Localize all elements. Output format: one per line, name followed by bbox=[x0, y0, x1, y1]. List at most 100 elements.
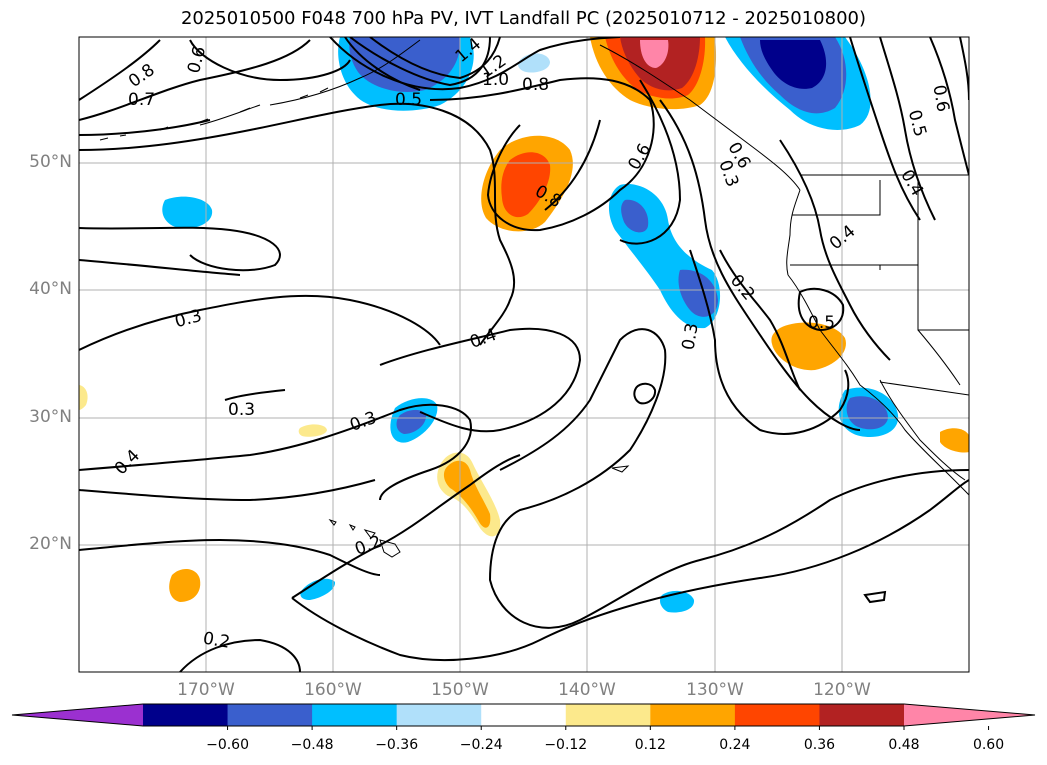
small-island-2 bbox=[863, 590, 887, 604]
neg-anomaly-gulf-alaska-core bbox=[349, 37, 461, 92]
contour-0.3-central bbox=[79, 403, 472, 501]
colorbar-tick-label: −0.12 bbox=[544, 737, 588, 753]
colorbar-tick-label: −0.48 bbox=[290, 737, 334, 753]
colorbar-tick-label: 0.24 bbox=[719, 737, 751, 753]
pos-anomaly-small-2 bbox=[79, 385, 88, 410]
colorbar-tick-label: 0.36 bbox=[803, 737, 836, 753]
contour-label: 0.6 bbox=[928, 83, 952, 113]
contour-0.6-north bbox=[79, 39, 351, 136]
state-border-wa-or bbox=[792, 180, 881, 216]
graticule bbox=[79, 37, 969, 672]
lon-label-120w: 120°W bbox=[813, 680, 871, 700]
contour-label: 0.4 bbox=[826, 221, 860, 254]
neg-anomaly-south-2 bbox=[300, 578, 336, 600]
contour-0.4-east bbox=[689, 249, 850, 435]
map-frame bbox=[78, 36, 970, 673]
contour-0.4-west bbox=[79, 226, 281, 276]
lat-label-40n: 40°N bbox=[29, 279, 72, 299]
colorbar-segment bbox=[734, 704, 820, 726]
lon-label-160w: 160°W bbox=[304, 680, 362, 700]
neg-anomaly-bc-dark bbox=[760, 40, 827, 89]
contour-label: 0.3 bbox=[347, 408, 379, 436]
contour-0.7-bc-east bbox=[959, 37, 969, 101]
lat-label-20n: 20°N bbox=[29, 534, 72, 554]
pos-anomaly-ne-pacific-core bbox=[501, 152, 551, 218]
hawaii-islands bbox=[328, 518, 401, 558]
colorbar-segment bbox=[227, 704, 313, 726]
contour-label: 0.8 bbox=[522, 75, 549, 95]
pv-contours bbox=[79, 37, 969, 672]
us-mexico-border bbox=[879, 381, 969, 396]
colorbar-segment bbox=[312, 704, 398, 726]
contour-label: 0.7 bbox=[128, 90, 155, 110]
lat-label-30n: 30°N bbox=[29, 407, 72, 427]
contour-label: 1.0 bbox=[482, 70, 509, 90]
small-island-1 bbox=[611, 465, 630, 473]
contour-0.2-subtropical bbox=[291, 454, 969, 661]
contour-label: 0.5 bbox=[395, 90, 422, 110]
contour-0.4-south bbox=[79, 479, 376, 502]
colorbar-segment bbox=[481, 704, 567, 726]
pos-anomaly-ak-panhandle-peak bbox=[640, 40, 669, 68]
us-west-coast bbox=[787, 274, 969, 496]
baja-coast bbox=[879, 379, 966, 481]
contour-0.6-bc bbox=[929, 37, 969, 176]
contour-1.0 bbox=[329, 37, 621, 91]
contour-0.2-east bbox=[719, 249, 801, 391]
colorbar-tick-label: −0.36 bbox=[375, 737, 419, 753]
contour-small-ring bbox=[633, 382, 657, 405]
state-border-or-ca bbox=[790, 264, 969, 331]
contour-0.8-mid bbox=[429, 77, 655, 232]
neg-anomaly-west-pacific bbox=[162, 196, 213, 229]
contour-0.5-coast bbox=[797, 287, 845, 332]
contour-0.4-coast bbox=[779, 139, 891, 361]
contour-1.4 bbox=[349, 37, 491, 87]
contour-label: 0.2 bbox=[352, 532, 384, 560]
contour-label: 0.5 bbox=[808, 313, 835, 333]
lon-label-130w: 130°W bbox=[686, 680, 744, 700]
colorbar-tick-label: 0.48 bbox=[888, 737, 920, 753]
pos-anomaly-central-pacific-core bbox=[443, 460, 491, 528]
contour-1.2 bbox=[344, 37, 501, 91]
alaska-coast bbox=[199, 39, 421, 126]
contour-label: 0.4 bbox=[467, 325, 499, 353]
neg-anomaly-band-core-1 bbox=[621, 199, 649, 233]
bc-coast bbox=[786, 189, 801, 276]
lat-label-50n: 50°N bbox=[29, 152, 72, 172]
colorbar-tick-label: −0.24 bbox=[459, 737, 503, 753]
contour-label: 0.3 bbox=[173, 306, 204, 332]
lon-label-140w: 140°W bbox=[558, 680, 616, 700]
state-border-nv-ca bbox=[879, 265, 961, 386]
map-title: 2025010500 F048 700 hPa PV, IVT Landfall… bbox=[180, 8, 867, 29]
colorbar bbox=[11, 703, 1036, 730]
colorbar-segment bbox=[565, 704, 651, 726]
colorbar-tick-label: 0.60 bbox=[972, 737, 1005, 753]
pos-anomaly-small-1 bbox=[298, 424, 327, 437]
colorbar-outline bbox=[11, 703, 1036, 727]
pos-anomaly-baja-east bbox=[940, 428, 969, 453]
contour-0.4-central bbox=[379, 327, 582, 433]
colorbar-segment bbox=[143, 704, 229, 726]
pos-anomaly-west-south bbox=[169, 568, 201, 602]
lon-label-150w: 150°W bbox=[431, 680, 489, 700]
lon-label-170w: 170°W bbox=[177, 680, 235, 700]
contour-0.3-east bbox=[659, 99, 861, 431]
ak-panhandle-coast bbox=[599, 44, 801, 191]
pos-anomaly-ca-coast bbox=[771, 322, 846, 371]
colorbar-segment bbox=[819, 704, 905, 726]
pv-shading bbox=[79, 37, 969, 613]
contour-0.3-subtropical bbox=[488, 328, 969, 629]
neg-anomaly-north-small bbox=[518, 53, 550, 73]
colorbar-segment bbox=[396, 704, 482, 726]
neg-anomaly-gulf-ca-core bbox=[846, 396, 888, 430]
colorbar-tick-label: 0.12 bbox=[634, 737, 666, 753]
contour-0.8-north bbox=[79, 39, 161, 101]
contour-0.2-south bbox=[79, 538, 381, 576]
contour-0.3-west bbox=[79, 294, 441, 351]
colorbar-extend-min bbox=[12, 704, 143, 726]
contour-label: 0.5 bbox=[904, 108, 930, 139]
neg-anomaly-central-pacific-core bbox=[396, 409, 426, 434]
contour-label: 0.4 bbox=[111, 446, 144, 479]
contour-label: 0.3 bbox=[678, 321, 702, 351]
